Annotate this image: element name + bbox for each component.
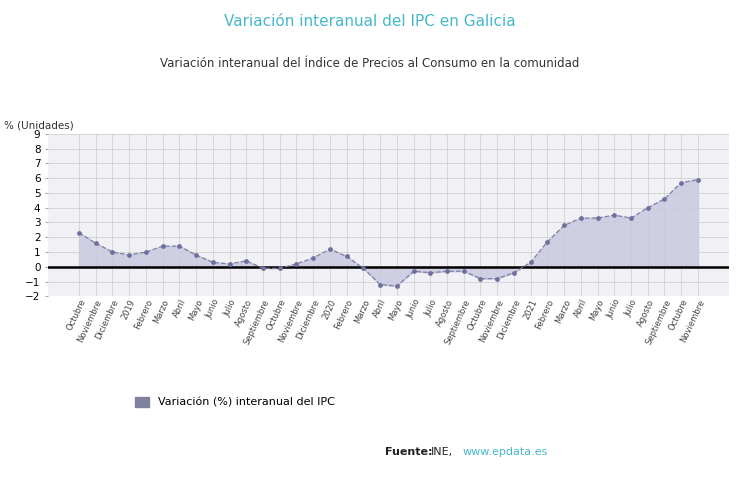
Point [90, 239, 101, 247]
Point [324, 245, 336, 253]
Point [357, 264, 369, 272]
Point [592, 214, 604, 222]
Text: INE,: INE, [431, 447, 453, 456]
Point [525, 259, 536, 266]
Point [190, 251, 202, 259]
Point [474, 275, 486, 282]
Point [491, 275, 503, 282]
Point [659, 195, 670, 203]
Text: % (Unidades): % (Unidades) [4, 120, 73, 130]
Point [542, 238, 554, 246]
Point [291, 260, 303, 268]
Point [608, 211, 620, 219]
Point [558, 222, 570, 229]
Point [458, 267, 470, 275]
Point [107, 248, 118, 256]
Text: Fuente:: Fuente: [385, 447, 432, 456]
Legend: Variación (%) interanual del IPC: Variación (%) interanual del IPC [135, 397, 334, 408]
Point [575, 214, 587, 222]
Point [374, 281, 386, 288]
Point [441, 267, 453, 275]
Point [676, 179, 687, 186]
Text: Variación interanual del IPC en Galicia: Variación interanual del IPC en Galicia [224, 14, 516, 29]
Point [274, 264, 286, 272]
Point [257, 264, 269, 272]
Point [642, 204, 653, 212]
Point [157, 242, 169, 250]
Point [692, 176, 704, 184]
Point [223, 260, 235, 268]
Point [307, 254, 319, 262]
Point [173, 242, 185, 250]
Text: www.epdata.es: www.epdata.es [462, 447, 548, 456]
Text: Variación interanual del Índice de Precios al Consumo en la comunidad: Variación interanual del Índice de Preci… [161, 57, 579, 70]
Point [240, 257, 252, 265]
Point [140, 248, 152, 256]
Point [408, 267, 420, 275]
Point [340, 253, 352, 261]
Point [124, 251, 135, 259]
Point [73, 229, 85, 237]
Point [508, 269, 520, 277]
Point [425, 269, 437, 277]
Point [625, 214, 637, 222]
Point [391, 282, 403, 290]
Point [207, 259, 219, 266]
